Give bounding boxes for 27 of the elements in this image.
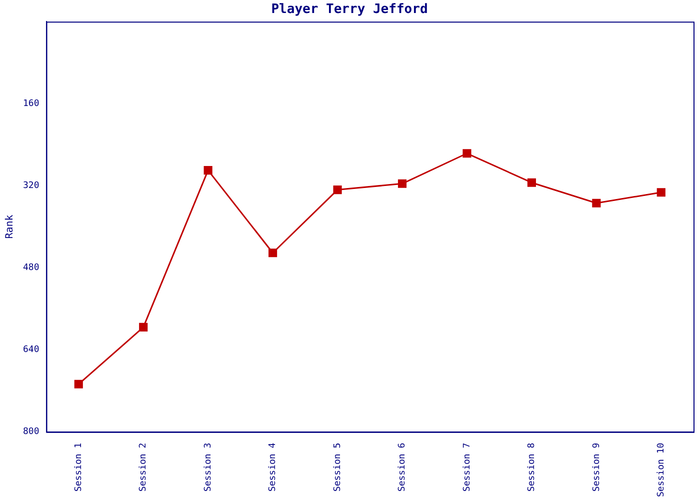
y-tick-label: 320	[22, 181, 40, 192]
y-axis-title: Rank	[4, 214, 16, 239]
x-tick-label: Session 3	[203, 442, 214, 492]
point	[527, 178, 536, 187]
x-tick-label: Session 4	[268, 442, 278, 492]
y-tick-label: 800	[22, 427, 40, 438]
x-tick-label: Session 1	[74, 442, 84, 492]
chart-title: Player Terry Jefford	[271, 2, 428, 18]
x-tick-label: Session 2	[138, 442, 149, 492]
y-tick-label: 480	[22, 263, 40, 274]
x-tick-label: Session 5	[332, 442, 343, 492]
x-tick-label: Session 10	[656, 442, 666, 498]
point	[398, 179, 407, 188]
x-tick-label: Session 8	[527, 442, 538, 492]
x-tick-label: Session 9	[592, 442, 602, 492]
point	[74, 380, 83, 388]
x-tick-label: Session 7	[462, 442, 472, 492]
point	[592, 198, 601, 208]
y-tick-label: 160	[22, 98, 40, 109]
point	[204, 166, 212, 175]
point	[333, 186, 342, 194]
point	[139, 322, 148, 332]
point	[268, 248, 278, 258]
x-tick-label: Session 6	[398, 442, 408, 492]
point	[656, 188, 666, 197]
point	[462, 149, 472, 158]
y-tick-label: 640	[22, 345, 40, 356]
